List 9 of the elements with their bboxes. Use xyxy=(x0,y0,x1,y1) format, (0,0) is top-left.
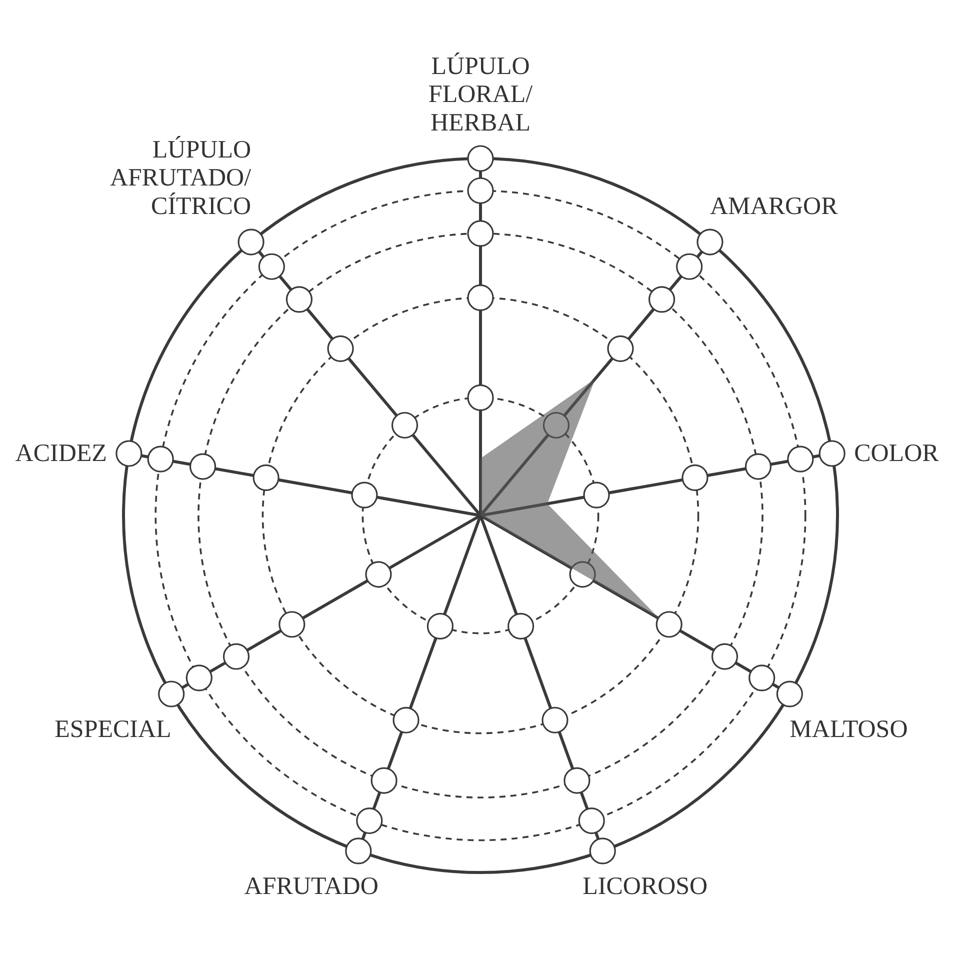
spoke-label: ACIDEZ xyxy=(15,440,107,468)
spoke-label: LÚPULO AFRUTADO/ CÍTRICO xyxy=(110,135,252,220)
spoke-label: COLOR xyxy=(854,440,940,468)
spoke-label: LÚPULO FLORAL/ HERBAL xyxy=(428,52,533,136)
spoke-label: MALTOSO xyxy=(790,716,908,743)
spoke-label: AMARGOR xyxy=(710,193,838,220)
spoke-label: AFRUTADO xyxy=(244,872,378,900)
spoke-label: LICOROSO xyxy=(582,872,708,900)
spoke-label: ESPECIAL xyxy=(54,716,172,743)
